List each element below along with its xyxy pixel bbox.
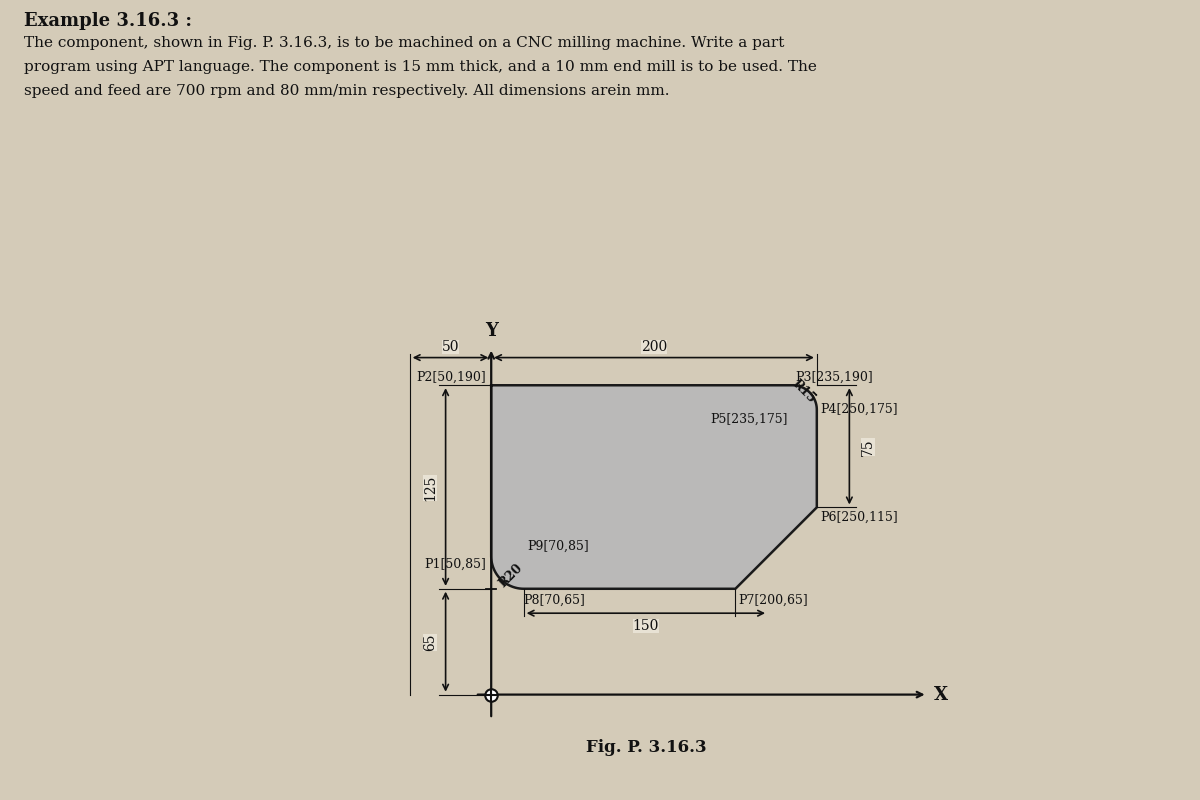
- Polygon shape: [491, 386, 817, 589]
- Text: Fig. P. 3.16.3: Fig. P. 3.16.3: [586, 739, 706, 757]
- Text: 200: 200: [641, 340, 667, 354]
- Text: The component, shown in Fig. P. 3.16.3, is to be machined on a CNC milling machi: The component, shown in Fig. P. 3.16.3, …: [24, 36, 785, 50]
- Text: speed and feed are 700 rpm and 80 mm/min respectively. All dimensions arein mm.: speed and feed are 700 rpm and 80 mm/min…: [24, 84, 670, 98]
- Text: R20: R20: [497, 562, 526, 590]
- Text: 65: 65: [424, 634, 438, 651]
- Text: Y: Y: [485, 322, 498, 340]
- Text: P8[70,65]: P8[70,65]: [523, 594, 586, 606]
- Text: program using APT language. The component is 15 mm thick, and a 10 mm end mill i: program using APT language. The componen…: [24, 60, 817, 74]
- Text: 50: 50: [442, 340, 460, 354]
- Text: 75: 75: [860, 438, 875, 456]
- Text: P6[250,115]: P6[250,115]: [820, 510, 898, 524]
- Text: P9[70,85]: P9[70,85]: [527, 540, 589, 553]
- Text: R15: R15: [790, 378, 818, 406]
- Text: Example 3.16.3 :: Example 3.16.3 :: [24, 12, 192, 30]
- Text: P4[250,175]: P4[250,175]: [820, 403, 898, 416]
- Text: P2[50,190]: P2[50,190]: [416, 370, 486, 384]
- Text: P5[235,175]: P5[235,175]: [710, 413, 787, 426]
- Text: 150: 150: [632, 618, 659, 633]
- Text: P1[50,85]: P1[50,85]: [425, 558, 486, 571]
- Text: 125: 125: [424, 474, 438, 501]
- Text: P7[200,65]: P7[200,65]: [739, 594, 809, 606]
- Text: P3[235,190]: P3[235,190]: [796, 370, 874, 384]
- Text: X: X: [934, 686, 948, 703]
